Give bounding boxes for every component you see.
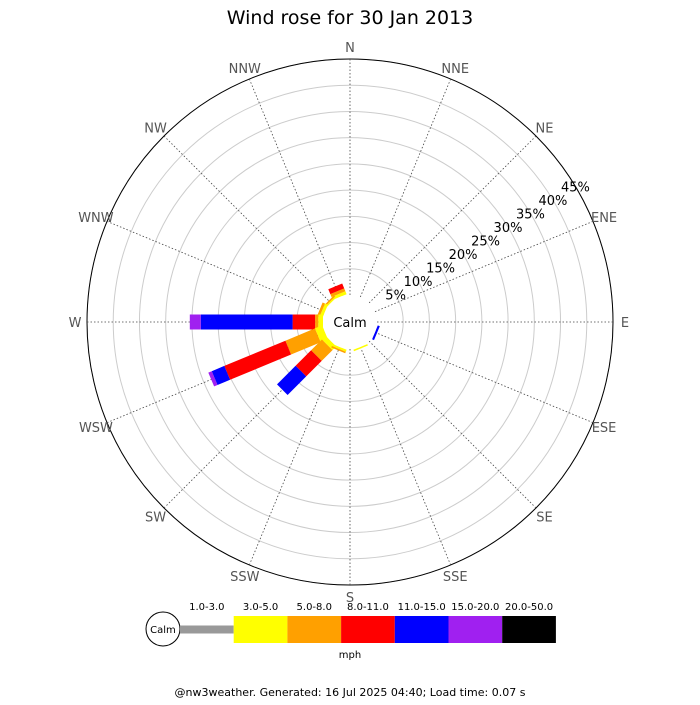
segment-w-bin-2 <box>315 314 319 330</box>
ring-7 <box>138 110 562 534</box>
direction-label-sw: SW <box>145 510 166 525</box>
ring-label-8: 40% <box>539 194 568 209</box>
spoke-nne <box>359 78 452 298</box>
legend-label-2: 5.0-8.0 <box>297 602 332 613</box>
segment-wsw-bin-5 <box>208 371 218 387</box>
segment-wsw-bin-4 <box>211 365 231 385</box>
legend-label-6: 20.0-50.0 <box>505 602 553 613</box>
ring-label-9: 45% <box>561 181 590 196</box>
legend-label-3: 8.0-11.0 <box>347 602 389 613</box>
legend-swatch-3 <box>341 616 395 643</box>
legend-swatch-0 <box>180 625 234 634</box>
legend-swatch-4 <box>394 616 449 643</box>
segment-sse-bin-1 <box>353 344 368 352</box>
legend-calm-label: Calm <box>150 625 176 636</box>
direction-label-s: S <box>346 591 354 606</box>
ring-6 <box>165 137 535 507</box>
direction-label-wsw: WSW <box>79 421 113 436</box>
segment-nnw-bin-3 <box>328 283 345 295</box>
ring-percent-labels: 5%10%15%20%25%30%35%40%45% <box>385 181 590 304</box>
legend-swatch-1 <box>233 616 288 643</box>
direction-label-n: N <box>345 41 355 56</box>
legend-swatch-5 <box>448 616 503 643</box>
legend-label-5: 15.0-20.0 <box>451 602 499 613</box>
calm-circle-group: Calm <box>323 295 377 349</box>
segment-sw-bin-3 <box>295 350 322 377</box>
ring-8 <box>112 84 588 560</box>
direction-label-ne: NE <box>535 122 553 137</box>
segment-w-bin-5 <box>189 314 201 330</box>
segment-sw-bin-2 <box>311 339 333 361</box>
ring-label-1: 5% <box>385 289 406 304</box>
spoke-ene <box>374 220 594 313</box>
legend-swatch-2 <box>287 616 342 643</box>
spoke-sse <box>359 346 452 566</box>
direction-label-w: W <box>69 316 82 331</box>
ring-label-2: 10% <box>404 275 433 290</box>
segment-w-bin-4 <box>200 314 293 330</box>
footer-text: @nw3weather. Generated: 16 Jul 2025 04:4… <box>175 686 526 699</box>
segment-ssw-bin-1 <box>331 344 347 352</box>
legend-label-1: 3.0-5.0 <box>243 602 278 613</box>
ring-label-6: 30% <box>494 221 523 236</box>
legend-swatch-6 <box>502 616 556 643</box>
legend-units-label: mph <box>339 650 361 661</box>
calm-circle <box>323 295 377 349</box>
ring-label-5: 25% <box>471 235 500 250</box>
segment-w-bin-3 <box>292 314 316 330</box>
direction-label-wnw: WNW <box>78 211 114 226</box>
segment-nnw-bin-2 <box>330 288 346 297</box>
legend-label-0: 1.0-3.0 <box>189 602 224 613</box>
direction-label-nw: NW <box>144 122 167 137</box>
calm-label: Calm <box>333 316 366 331</box>
spoke-ssw <box>248 346 341 566</box>
direction-label-nne: NNE <box>441 62 469 77</box>
segment-ssw-bin-2 <box>331 346 346 354</box>
spoke-ne <box>368 135 537 304</box>
spoke-ese <box>374 331 594 424</box>
segment-ese-bin-4 <box>372 325 380 341</box>
wind-segments <box>189 283 380 395</box>
spoke-wnw <box>106 220 326 313</box>
segment-wnw-bin-2 <box>316 302 325 318</box>
spoke-se <box>368 340 537 509</box>
segment-sw-bin-4 <box>277 365 307 395</box>
segment-wsw-bin-3 <box>224 340 292 380</box>
direction-label-e: E <box>621 316 629 331</box>
direction-label-nnw: NNW <box>229 62 261 77</box>
direction-label-sse: SSE <box>443 570 468 585</box>
direction-label-ese: ESE <box>592 421 617 436</box>
ring-label-3: 15% <box>426 262 455 277</box>
direction-label-ssw: SSW <box>230 570 260 585</box>
spoke-nw <box>163 135 332 304</box>
speed-legend: Calm mph 1.0-3.0 3.0-5.0 5.0-8.0 8.0-11.0 11… <box>145 602 556 661</box>
ring-label-4: 20% <box>449 248 478 263</box>
legend-label-4: 11.0-15.0 <box>398 602 446 613</box>
direction-label-se: SE <box>536 510 552 525</box>
ring-label-7: 35% <box>516 208 545 223</box>
direction-label-ene: ENE <box>591 211 617 226</box>
direction-labels: N NNE NE ENE E ESE SE SSE S SSW SW WSW W WNW NW NNW <box>69 41 630 606</box>
spoke-nnw <box>248 78 341 298</box>
chart-title: Wind rose for 30 Jan 2013 <box>227 7 474 29</box>
segment-wsw-bin-2 <box>285 328 321 355</box>
